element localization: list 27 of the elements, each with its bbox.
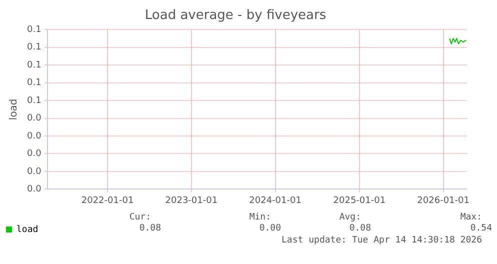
text: Min: xyxy=(249,212,271,222)
y-tick-label: 0.1 xyxy=(26,24,42,35)
x-tick-label: 2025-01-01 xyxy=(333,196,386,206)
text: Avg: xyxy=(339,212,361,222)
chart-title: Load average - by fiveyears xyxy=(144,8,326,24)
x-tick-label: 2026-01-01 xyxy=(417,196,470,206)
y-tick-label: 0.0 xyxy=(26,184,42,195)
y-tick-label: 0.0 xyxy=(26,131,42,142)
y-tick-label: 0.1 xyxy=(26,60,42,70)
text: 0.08 xyxy=(139,223,161,234)
y-tick-label: 0.1 xyxy=(26,42,42,53)
x-tick-label: 2023-01-01 xyxy=(165,196,218,206)
text: 0.00 xyxy=(259,223,281,234)
x-tick-label: 2024-01-01 xyxy=(249,196,302,206)
x-tick-label: 2022-01-01 xyxy=(81,196,134,206)
text: Last update: Tue Apr 14 14:30:18 2026 xyxy=(282,235,482,246)
legend-label: load xyxy=(16,224,38,235)
y-tick-label: 0.0 xyxy=(26,166,42,177)
text: 0.08 xyxy=(349,223,371,234)
y-tick-label: 0.0 xyxy=(26,114,42,124)
y-tick-label: 0.1 xyxy=(26,78,42,88)
text: Max: xyxy=(460,212,482,222)
y-tick-label: 0.0 xyxy=(26,149,42,160)
text: 0.54 xyxy=(470,223,492,234)
y-tick-label: 0.1 xyxy=(26,96,42,106)
text: Cur: xyxy=(129,212,151,222)
y-axis-title: load xyxy=(8,98,20,120)
